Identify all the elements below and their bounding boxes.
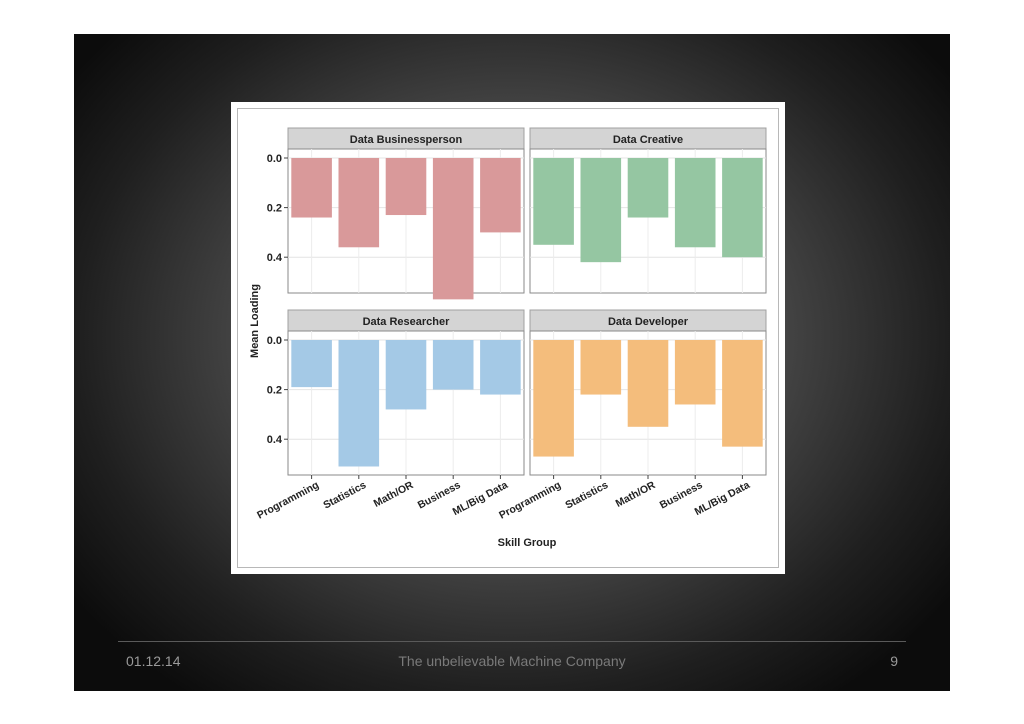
bar-math-or: [627, 340, 669, 427]
bar-programming: [533, 340, 574, 457]
footer-page-number: 9: [890, 653, 898, 669]
bar-programming: [533, 158, 574, 245]
chart-figure: Data Businessperson 0.0 0.2 0.4 Data Creativ…: [231, 102, 785, 574]
bar-statistics: [580, 158, 622, 263]
facet-panel: Data Creative: [529, 127, 767, 294]
bar-ml-big-data: [722, 158, 763, 258]
footer-divider: [118, 641, 906, 642]
x-tick-label: Math/OR: [614, 479, 658, 510]
y-tick-label: 0.0: [267, 153, 282, 165]
facet-title: Data Researcher: [363, 316, 451, 328]
y-tick-label: 0.2: [267, 203, 282, 215]
bar-ml-big-data: [480, 340, 521, 395]
y-tick-label: 0.2: [267, 385, 282, 397]
facet-panel: Data Businessperson 0.0 0.2 0.4: [267, 127, 525, 300]
bar-math-or: [385, 158, 427, 216]
bar-business: [674, 158, 716, 248]
y-tick-label: 0.0: [267, 335, 282, 347]
footer-company: The unbelievable Machine Company: [398, 653, 626, 669]
y-tick-label: 0.4: [267, 434, 283, 446]
bar-statistics: [580, 340, 622, 395]
y-tick-label: 0.4: [267, 252, 283, 264]
bar-programming: [291, 340, 332, 388]
x-tick-label: Statistics: [563, 479, 610, 512]
facet-title: Data Creative: [613, 134, 683, 146]
slide-background: Data Businessperson 0.0 0.2 0.4 Data Creativ…: [74, 34, 950, 691]
x-tick-label: Statistics: [321, 479, 368, 512]
x-tick-label: Math/OR: [372, 479, 416, 510]
y-axis-label: Mean Loading: [249, 284, 261, 358]
facet-title: Data Businessperson: [350, 134, 463, 146]
bar-business: [674, 340, 716, 405]
facet-title: Data Developer: [608, 316, 689, 328]
bar-business: [432, 340, 474, 390]
bar-statistics: [338, 340, 380, 467]
bar-programming: [291, 158, 332, 218]
bar-statistics: [338, 158, 380, 248]
bar-ml-big-data: [722, 340, 763, 447]
faceted-bar-chart: Data Businessperson 0.0 0.2 0.4 Data Creativ…: [249, 127, 767, 549]
bar-math-or: [385, 340, 427, 410]
bar-ml-big-data: [480, 158, 521, 233]
facet-panel: Data Researcher 0.0 0.2 0.4 Programming Stati…: [255, 309, 525, 522]
figure-border: [237, 108, 779, 568]
bar-math-or: [627, 158, 669, 218]
x-axis-label: Skill Group: [498, 537, 557, 549]
footer-date: 01.12.14: [126, 653, 181, 669]
x-tick-label: Programming: [255, 479, 321, 522]
bar-business: [432, 158, 474, 300]
